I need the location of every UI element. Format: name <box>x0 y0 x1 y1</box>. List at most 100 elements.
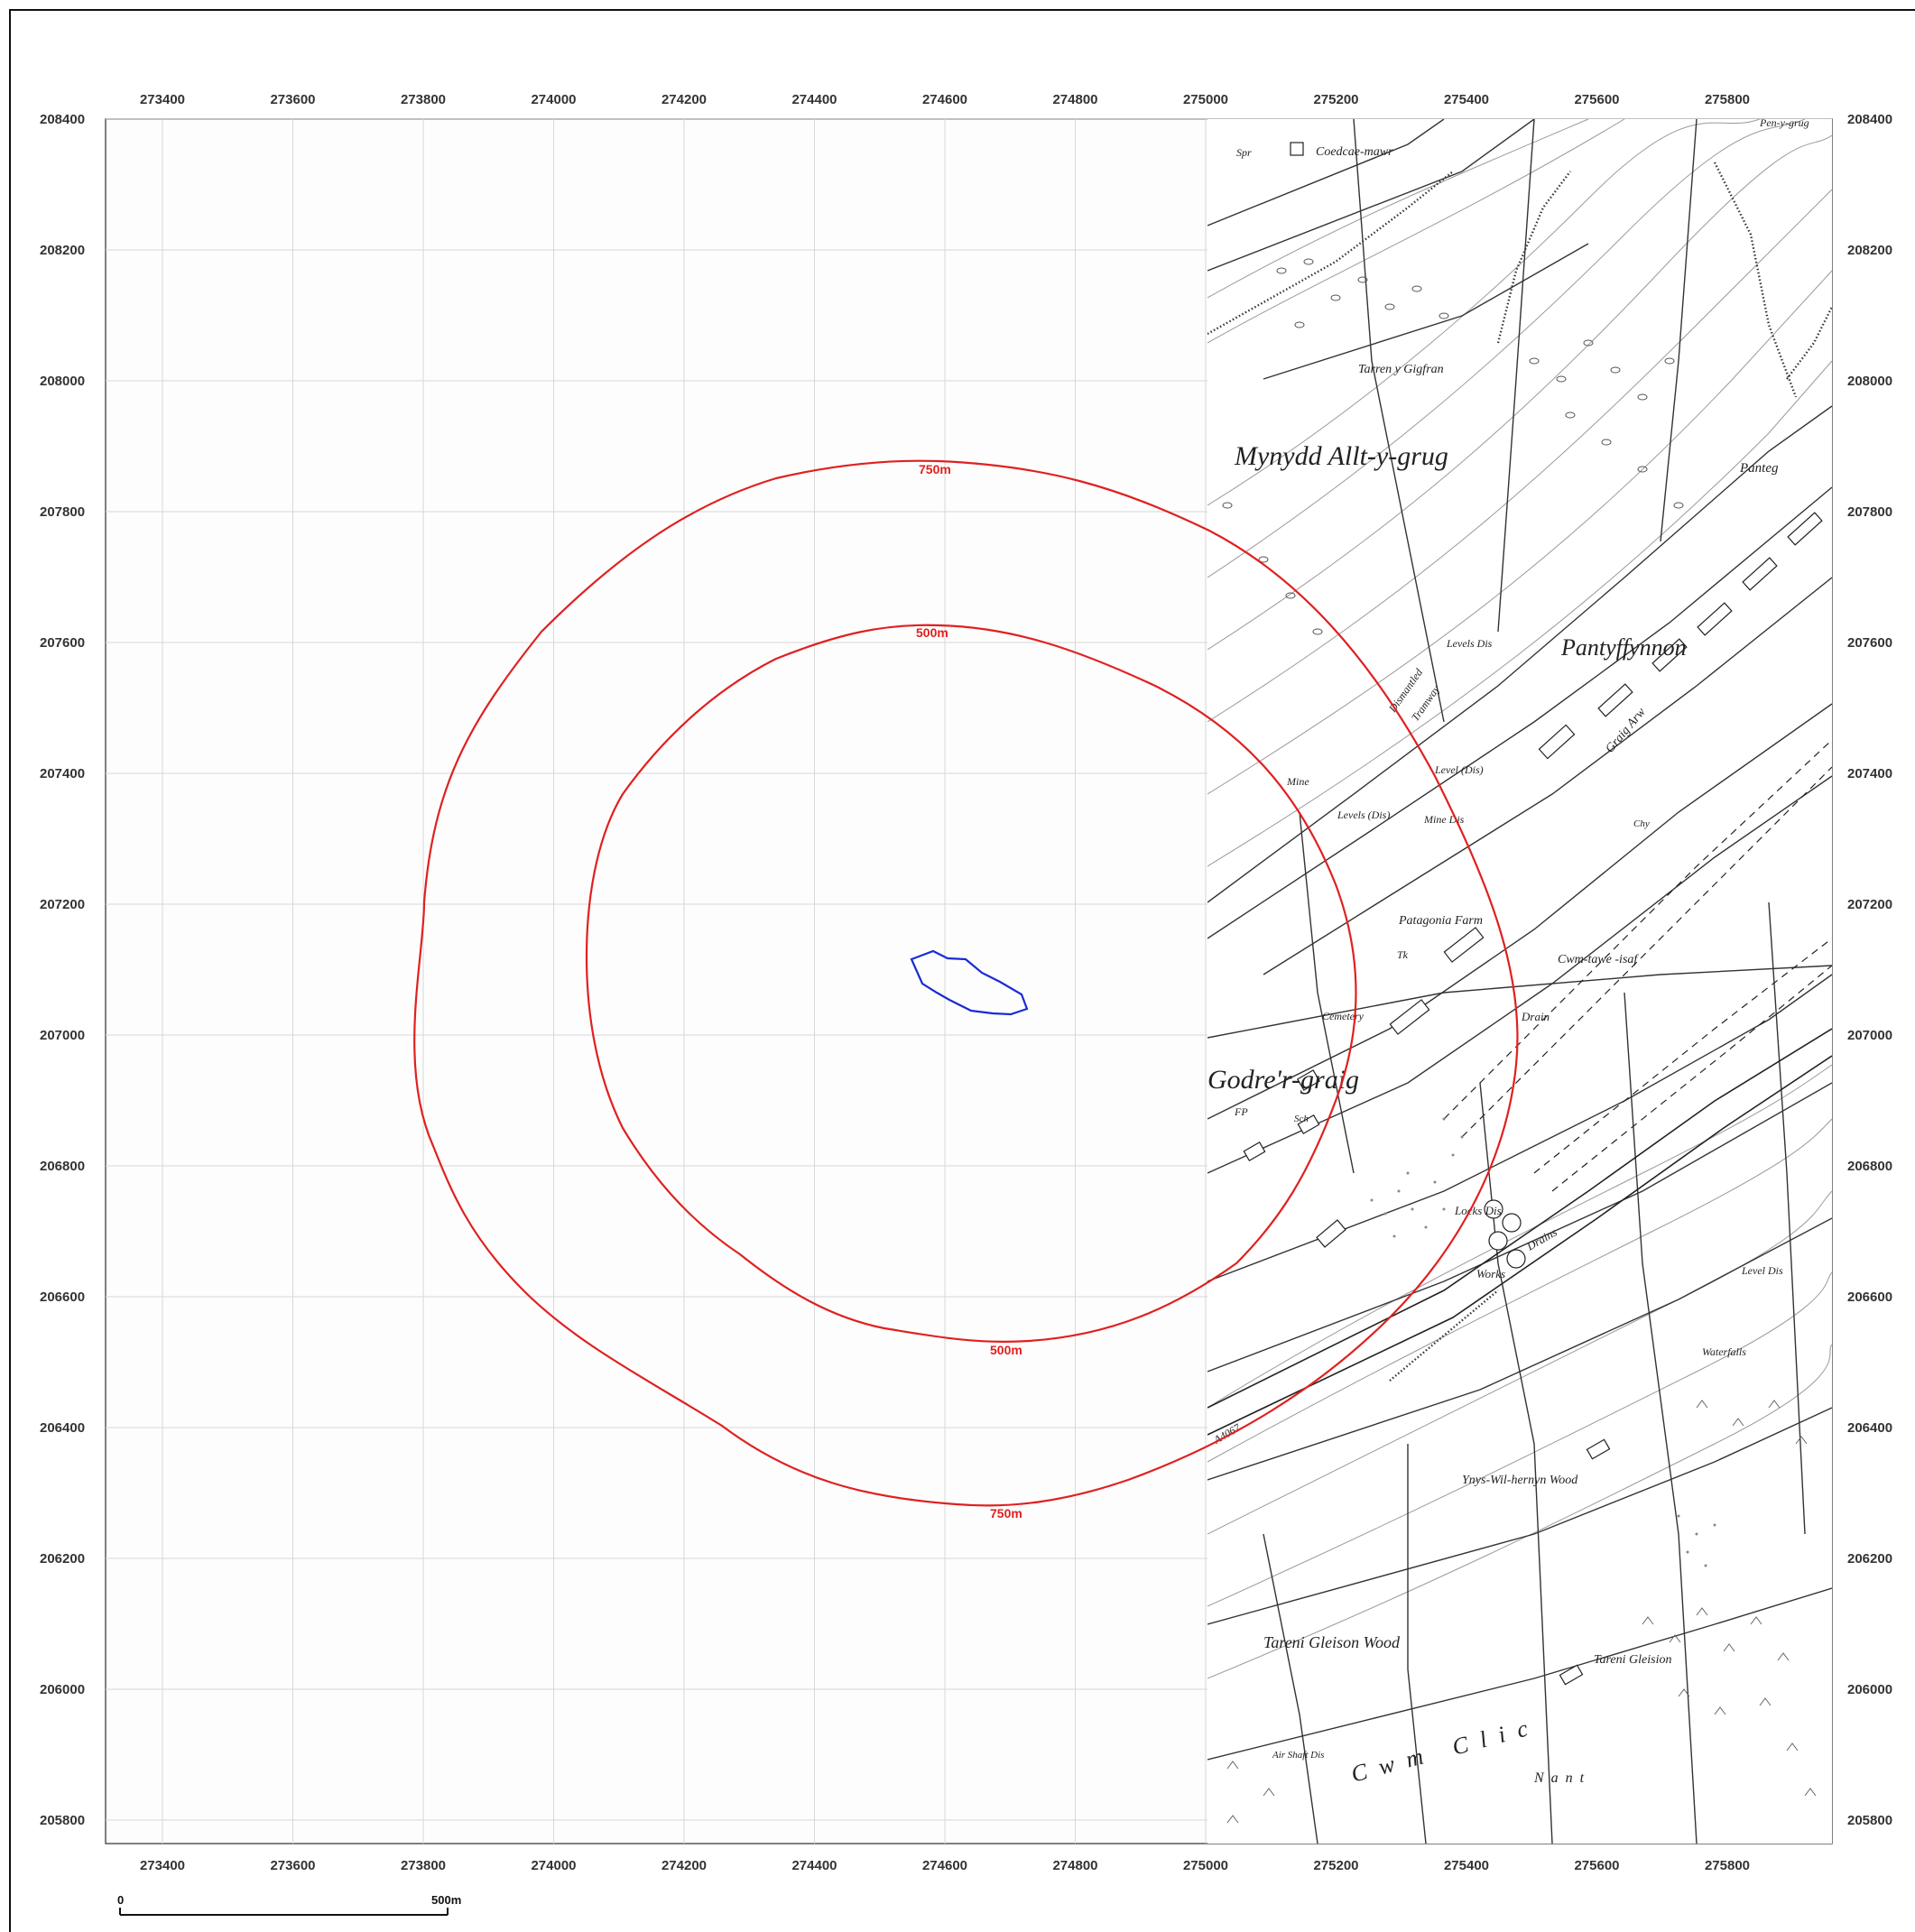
label-air-shaft-dis: Air Shaft Dis <box>1272 1750 1324 1761</box>
y-tick-label: 208000 <box>1847 374 1892 389</box>
x-tick-label: 274800 <box>1052 92 1097 107</box>
label-drain: Drain <box>1521 1010 1550 1023</box>
x-tick-label: 274600 <box>922 92 967 107</box>
y-tick-label: 206400 <box>40 1420 85 1436</box>
buffer-500m-label-top: 500m <box>916 625 948 640</box>
y-tick-label: 207000 <box>1847 1028 1892 1043</box>
x-tick-label: 274200 <box>661 92 707 107</box>
label-sch: Sch <box>1294 1114 1309 1124</box>
y-tick-label: 206800 <box>40 1159 85 1174</box>
label-level-dis-2: Level Dis <box>1741 1264 1783 1277</box>
y-tick-label: 206600 <box>1847 1290 1892 1305</box>
y-tick-label: 206000 <box>40 1682 85 1697</box>
y-tick-label: 207600 <box>1847 635 1892 651</box>
label-patagonia-farm: Patagonia Farm <box>1398 914 1483 928</box>
label-coedcae-mawr: Coedcae-mawr <box>1316 145 1393 159</box>
x-axis-labels-top: 273400 273600 273800 274000 274200 274400 2746… <box>140 92 1750 107</box>
label-works: Works <box>1476 1267 1505 1280</box>
scale-bar: 0 500m <box>117 1893 461 1916</box>
label-tareni-gleision: Tareni Gleision <box>1594 1653 1671 1667</box>
label-tareni-gleison-wood: Tareni Gleison Wood <box>1263 1633 1401 1651</box>
label-pen-y-grug: Pen-y-grug <box>1759 116 1809 129</box>
buffer-500m-ring <box>585 624 1357 1344</box>
x-axis-labels-bottom: 273400 273600 273800 274000 274200 274400 2746… <box>140 1858 1750 1873</box>
label-level-dis: Level (Dis) <box>1434 763 1484 776</box>
y-tick-label: 207400 <box>1847 766 1892 781</box>
map-frame <box>9 9 1915 1932</box>
x-tick-label: 275400 <box>1444 1858 1489 1873</box>
scale-bar-start-label: 0 <box>117 1893 124 1907</box>
x-tick-label: 274000 <box>531 1858 576 1873</box>
label-locks-dis: Locks Dis <box>1454 1204 1502 1217</box>
x-tick-label: 274400 <box>791 1858 837 1873</box>
y-axis-labels-left: 208400 208200 208000 207800 207600 207400 2072… <box>40 112 85 1828</box>
label-tk: Tk <box>1397 948 1409 961</box>
x-tick-label: 275600 <box>1574 1858 1619 1873</box>
x-tick-label: 273400 <box>140 92 185 107</box>
y-tick-label: 207600 <box>40 635 85 651</box>
x-tick-label: 274000 <box>531 92 576 107</box>
buffer-500m-label-bottom: 500m <box>990 1343 1022 1357</box>
y-tick-label: 208400 <box>1847 112 1892 127</box>
x-tick-label: 275000 <box>1183 1858 1228 1873</box>
label-nant: Nant <box>1533 1770 1591 1786</box>
y-tick-label: 207400 <box>40 766 85 781</box>
scale-bar-end-label: 500m <box>431 1893 461 1907</box>
y-tick-label: 205800 <box>1847 1813 1892 1828</box>
x-tick-label: 273800 <box>401 92 446 107</box>
x-tick-label: 274400 <box>791 92 837 107</box>
y-tick-label: 206200 <box>40 1551 85 1567</box>
y-tick-label: 208200 <box>1847 243 1892 258</box>
label-chy: Chy <box>1633 818 1650 829</box>
x-tick-label: 275000 <box>1183 92 1228 107</box>
y-tick-label: 206000 <box>1847 1682 1892 1697</box>
label-tarren-y-gigfran: Tarren y Gigfran <box>1358 363 1444 376</box>
y-tick-label: 206800 <box>1847 1159 1892 1174</box>
label-panteg: Panteg <box>1739 461 1779 476</box>
x-tick-label: 274600 <box>922 1858 967 1873</box>
x-tick-label: 274800 <box>1052 1858 1097 1873</box>
x-tick-label: 273800 <box>401 1858 446 1873</box>
x-tick-label: 273400 <box>140 1858 185 1873</box>
y-tick-label: 207000 <box>40 1028 85 1043</box>
label-godrer-graig: Godre'r-graig <box>1207 1065 1359 1095</box>
y-tick-label: 208200 <box>40 243 85 258</box>
y-tick-label: 206200 <box>1847 1551 1892 1567</box>
site-outline <box>910 949 1029 1016</box>
buffer-750m-label-top: 750m <box>919 462 951 476</box>
y-tick-label: 206400 <box>1847 1420 1892 1436</box>
label-mine: Mine <box>1286 775 1309 788</box>
buffer-750m-label-bottom: 750m <box>990 1506 1022 1521</box>
y-tick-label: 205800 <box>40 1813 85 1828</box>
label-fp: FP <box>1234 1105 1248 1118</box>
x-tick-label: 275200 <box>1313 1858 1358 1873</box>
os-basemap: Coedcae-mawr Tarren y Gigfran Mynydd All… <box>1207 116 1832 1844</box>
buffer-750m-ring <box>413 459 1519 1507</box>
label-cwm-tawe-isaf: Cwm-tawe -isaf <box>1558 953 1639 966</box>
x-tick-label: 275200 <box>1313 92 1358 107</box>
y-tick-label: 207800 <box>1847 504 1892 520</box>
label-pantyffynnon: Pantyffynnon <box>1560 634 1687 661</box>
x-tick-label: 274200 <box>661 1858 707 1873</box>
x-tick-label: 275600 <box>1574 92 1619 107</box>
x-tick-label: 273600 <box>270 1858 315 1873</box>
label-mynydd-allt-y-grug: Mynydd Allt-y-grug <box>1234 441 1448 471</box>
y-tick-label: 207200 <box>40 897 85 912</box>
y-tick-label: 208000 <box>40 374 85 389</box>
label-ynys-wil-hernyn-wood: Ynys-Wil-hernyn Wood <box>1462 1474 1578 1487</box>
x-tick-label: 275800 <box>1705 1858 1750 1873</box>
x-tick-label: 275800 <box>1705 92 1750 107</box>
label-cemetery: Cemetery <box>1322 1010 1365 1022</box>
label-spr: Spr <box>1236 146 1252 159</box>
x-tick-label: 273600 <box>270 92 315 107</box>
label-waterfalls: Waterfalls <box>1702 1345 1746 1358</box>
label-levels-dis-2: Levels (Dis) <box>1337 809 1390 821</box>
label-levels-dis: Levels Dis <box>1446 637 1493 650</box>
x-tick-label: 275400 <box>1444 92 1489 107</box>
y-tick-label: 207800 <box>40 504 85 520</box>
y-tick-label: 207200 <box>1847 897 1892 912</box>
y-tick-label: 206600 <box>40 1290 85 1305</box>
y-axis-labels-right: 208400 208200 208000 207800 207600 207400 2072… <box>1847 112 1892 1828</box>
y-tick-label: 208400 <box>40 112 85 127</box>
